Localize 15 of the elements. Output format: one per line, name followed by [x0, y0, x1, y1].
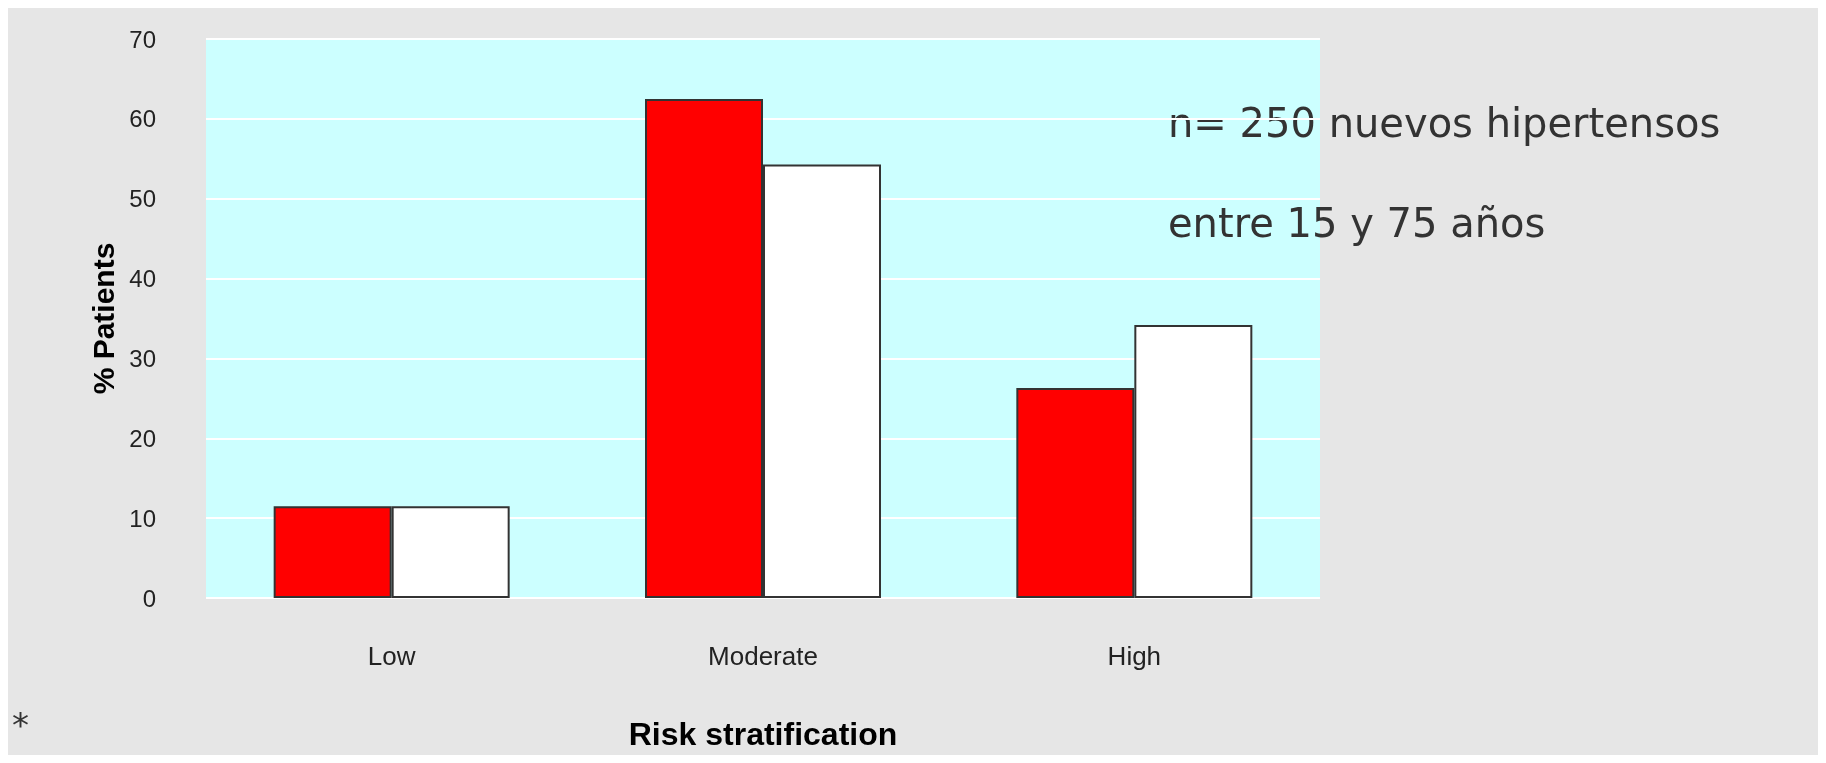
y-axis-title: % Patients [86, 242, 120, 395]
y-tick-label: 70 [129, 25, 156, 53]
x-tick-label: Low [367, 641, 416, 671]
y-tick-label: 10 [129, 504, 156, 532]
y-tick-label: 40 [129, 265, 156, 293]
x-axis-title: Risk stratification [628, 716, 898, 752]
x-tick-label: High [1107, 641, 1162, 671]
text: * [12, 705, 29, 745]
x-tick-label: Moderate [708, 641, 818, 671]
y-tick-label: 20 [129, 424, 156, 452]
y-tick-label: 30 [129, 344, 156, 372]
y-tick-label: 60 [129, 105, 156, 133]
y-tick-label: 50 [129, 185, 156, 213]
annotation: entre 15 y 75 años [1168, 200, 1546, 246]
y-tick-label: 0 [142, 584, 156, 612]
